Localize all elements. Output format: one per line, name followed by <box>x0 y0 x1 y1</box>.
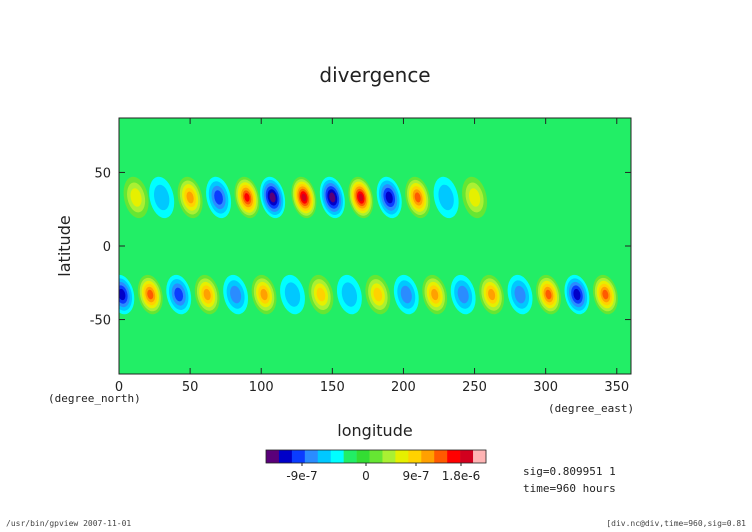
divergence-cell <box>457 285 469 304</box>
divergence-cell <box>373 287 383 302</box>
colorbar-swatch <box>343 450 357 463</box>
divergence-cell <box>573 288 581 301</box>
divergence-cell <box>119 288 126 301</box>
colorbar-swatch <box>317 450 331 463</box>
colorbar-swatch <box>473 450 487 463</box>
divergence-cell <box>301 193 307 202</box>
colorbar-tick-label: 1.8e-6 <box>442 469 480 483</box>
divergence-cell <box>341 282 358 307</box>
x-tick-label: 50 <box>182 380 199 395</box>
divergence-cell <box>153 184 170 211</box>
divergence-cell <box>284 282 301 307</box>
colorbar-tick-label: 9e-7 <box>403 469 430 483</box>
plot-background <box>119 118 631 374</box>
y-tick-label: 0 <box>103 240 111 255</box>
x-axis-label: longitude <box>337 421 412 440</box>
divergence-cell <box>260 288 268 301</box>
divergence-cell <box>174 287 184 302</box>
divergence-cell <box>130 188 142 207</box>
chart-title: divergence <box>319 63 430 87</box>
divergence-cell <box>244 193 250 202</box>
footer-left: /usr/bin/gpview 2007-11-01 <box>6 519 132 528</box>
divergence-cell <box>214 190 223 205</box>
y-axis-unit: (degree_north) <box>48 392 141 405</box>
x-tick-label: 100 <box>249 380 274 395</box>
divergence-cell <box>469 188 481 207</box>
divergence-cell <box>545 289 552 300</box>
colorbar-swatch <box>434 450 448 463</box>
y-axis-label: latitude <box>55 215 74 276</box>
colorbar-swatch <box>266 450 280 463</box>
sig-text: sig=0.809951 1 <box>523 465 616 478</box>
divergence-cell <box>414 192 421 203</box>
x-tick-label: 0 <box>115 380 123 395</box>
colorbar-swatch <box>382 450 396 463</box>
divergence-cell <box>186 191 194 204</box>
divergence-cell <box>203 288 211 301</box>
time-text: time=960 hours <box>523 482 616 495</box>
divergence-cell <box>329 192 336 203</box>
colorbar-swatch <box>421 450 435 463</box>
colorbar-swatch <box>369 450 383 463</box>
colorbar-ticks: -9e-7 0 9e-7 1.8e-6 <box>286 463 480 483</box>
divergence-cell <box>316 287 326 302</box>
x-tick-label: 300 <box>533 380 558 395</box>
divergence-cell <box>400 285 412 304</box>
x-axis-unit: (degree_east) <box>548 402 634 415</box>
x-tick-label: 350 <box>604 380 629 395</box>
divergence-cell <box>602 289 609 300</box>
colorbar-tick-label: -9e-7 <box>286 469 317 483</box>
colorbar-swatch <box>304 450 319 463</box>
divergence-cell <box>385 191 393 204</box>
colorbar-frame <box>265 449 487 464</box>
divergence-cell <box>431 288 439 301</box>
x-tick-label: 200 <box>391 380 416 395</box>
divergence-cell <box>269 192 276 203</box>
divergence-cell <box>514 285 526 304</box>
y-tick-label: 50 <box>94 166 111 181</box>
divergence-cell <box>488 288 496 301</box>
divergence-cells <box>119 176 618 315</box>
colorbar-swatch <box>278 450 293 463</box>
x-tick-label: 150 <box>320 380 345 395</box>
colorbar-swatch <box>447 450 461 463</box>
x-axis-ticks: 0 50 100 150 200 250 300 350 <box>115 118 629 395</box>
colorbar-swatch <box>408 450 422 463</box>
y-axis-ticks: -50 0 50 <box>90 166 631 329</box>
divergence-cell <box>358 193 364 202</box>
colorbar-swatch <box>330 450 344 463</box>
colorbar-swatch <box>460 450 474 463</box>
colorbar-tick-label: 0 <box>362 469 370 483</box>
divergence-cell <box>147 289 154 300</box>
x-tick-label: 250 <box>462 380 487 395</box>
colorbar <box>265 449 487 464</box>
divergence-cell <box>230 285 242 304</box>
colorbar-swatch <box>356 450 370 463</box>
colorbar-swatch <box>395 450 409 463</box>
colorbar-swatch <box>291 450 306 463</box>
y-tick-label: -50 <box>90 314 111 329</box>
divergence-cell <box>438 184 454 211</box>
footer-right: [div.nc@div,time=960,sig=0.81 <box>606 519 746 528</box>
